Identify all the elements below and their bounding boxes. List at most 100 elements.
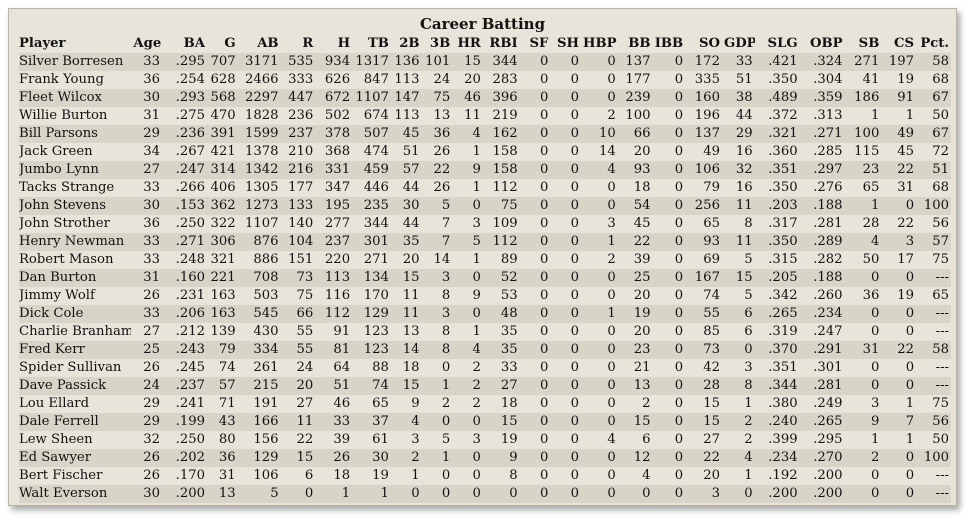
- stat-cell: .321: [768, 126, 798, 141]
- stat-cell: 156: [253, 432, 279, 447]
- stat-cell: 52: [500, 270, 518, 285]
- stat-cell: 210: [288, 144, 314, 159]
- stat-cell: 33: [143, 252, 161, 267]
- table-row: Lew Sheen 32 .250 80 156 22 39 61 3 5 3 19 0 0 4 6 0 27 2.…: [19, 431, 951, 449]
- stat-cell: 1828: [245, 108, 279, 123]
- table-row: Jimmy Wolf 26 .231 163 503 75 116 170 11 8 9 53 0 0 0 2…: [19, 287, 951, 305]
- stat-cell: .295: [175, 54, 206, 69]
- stat-cell: 0: [539, 378, 549, 393]
- stat-cell: 31: [897, 180, 915, 195]
- stat-cell: 15: [402, 270, 420, 285]
- stat-cell: 0: [570, 306, 579, 321]
- stat-cell: 64: [333, 360, 351, 375]
- stat-cell: 29: [143, 396, 161, 411]
- stat-cell: 0: [744, 342, 753, 357]
- stat-cell: 36: [862, 288, 880, 303]
- stat-cell: 0: [607, 54, 616, 69]
- stat-cell: .344: [768, 378, 798, 393]
- stat-cell: 22: [897, 216, 915, 231]
- stat-cell: 301: [363, 234, 389, 249]
- stat-cell: 14: [433, 252, 451, 267]
- stat-cell: 1: [905, 432, 915, 447]
- stat-cell: 27: [703, 432, 720, 447]
- stat-cell: 33: [143, 180, 161, 195]
- stat-cell: 26: [143, 450, 161, 465]
- stat-cell: .370: [768, 342, 798, 357]
- column-header: BA: [183, 36, 206, 51]
- stat-cell: 0: [539, 270, 549, 285]
- stat-cell: 26: [433, 180, 451, 195]
- stat-cell: 306: [210, 234, 236, 249]
- stat-cell: .271: [175, 234, 206, 249]
- stat-cell: 91: [897, 90, 915, 105]
- stat-cell: 219: [492, 108, 518, 123]
- stat-cell: 38: [735, 90, 753, 105]
- stat-cell: 0: [472, 468, 481, 483]
- stat-cell: 123: [363, 342, 389, 357]
- stat-cell: 44: [735, 108, 753, 123]
- stat-cell: 4: [744, 450, 753, 465]
- stat-cell: 34: [143, 144, 161, 159]
- stat-cell: 0: [674, 252, 684, 267]
- stat-cell: 44: [402, 216, 420, 231]
- stat-cell: 2: [441, 396, 451, 411]
- stat-cell: .319: [768, 324, 798, 339]
- stat-cell: 79: [218, 342, 236, 357]
- stat-cell: 1: [607, 306, 616, 321]
- stat-cell: 0: [607, 414, 616, 429]
- stat-cell: 0: [570, 486, 579, 501]
- stat-cell: 163: [210, 306, 236, 321]
- player-name-cell: Frank Young: [19, 72, 104, 87]
- stat-cell: 79: [703, 180, 720, 195]
- stat-cell: 2: [607, 108, 616, 123]
- stat-cell: 447: [288, 90, 314, 105]
- stat-cell: 22: [897, 162, 915, 177]
- stat-cell: 3: [711, 486, 720, 501]
- stat-cell: 2466: [245, 72, 279, 87]
- table-row: Robert Mason 33.248 321 886 151 220 271 20 14 1 89…: [19, 251, 951, 269]
- stat-cell: 0: [905, 450, 915, 465]
- table-row: John Stevens 30 .153 362 1273 133 195 235 30 5 0 75…: [19, 197, 951, 215]
- stat-cell: 0: [870, 486, 880, 501]
- stat-cell: .237: [175, 378, 206, 393]
- stat-cell: 0: [570, 72, 579, 87]
- stat-cell: 65: [372, 396, 389, 411]
- stat-cell: 11: [464, 108, 481, 123]
- stat-cell: 0: [570, 378, 579, 393]
- stat-cell: 0: [539, 126, 549, 141]
- stat-cell: 39: [333, 432, 351, 447]
- stat-cell: 0: [607, 90, 616, 105]
- stat-cell: 113: [394, 72, 420, 87]
- stat-cell: 2: [744, 432, 753, 447]
- stat-cell: 151: [288, 252, 314, 267]
- stat-cell: 32: [143, 432, 161, 447]
- stat-cell: 20: [464, 72, 481, 87]
- stat-cell: .281: [813, 378, 843, 393]
- stat-cell: 100: [854, 126, 880, 141]
- stat-cell: .205: [768, 270, 798, 285]
- stat-cell: 220: [324, 252, 351, 267]
- stat-cell: 166: [253, 414, 279, 429]
- player-name-cell: Spider Sullivan: [19, 360, 122, 375]
- stat-cell: 261: [253, 360, 279, 375]
- stat-cell: .265: [813, 414, 843, 429]
- stat-cell: .281: [813, 216, 843, 231]
- stat-cell: 23: [633, 342, 651, 357]
- stat-cell: .291: [813, 342, 843, 357]
- stat-cell: .289: [813, 234, 843, 249]
- stat-cell: 0: [570, 234, 579, 249]
- stat-cell: 29: [143, 126, 161, 141]
- stat-cell: 196: [694, 108, 720, 123]
- stat-cell: 106: [694, 162, 720, 177]
- stat-cell: 43: [218, 414, 236, 429]
- stat-cell: 177: [288, 180, 314, 195]
- stat-cell: 4: [607, 162, 616, 177]
- stat-cell: 0: [674, 234, 684, 249]
- stat-cell: .250: [175, 432, 206, 447]
- stat-cell: .153: [175, 198, 206, 213]
- stat-cell: 362: [210, 198, 236, 213]
- stat-cell: 0: [905, 324, 915, 339]
- stat-cell: 56: [932, 216, 949, 231]
- stat-cell: 19: [633, 306, 651, 321]
- stat-cell: 26: [433, 144, 451, 159]
